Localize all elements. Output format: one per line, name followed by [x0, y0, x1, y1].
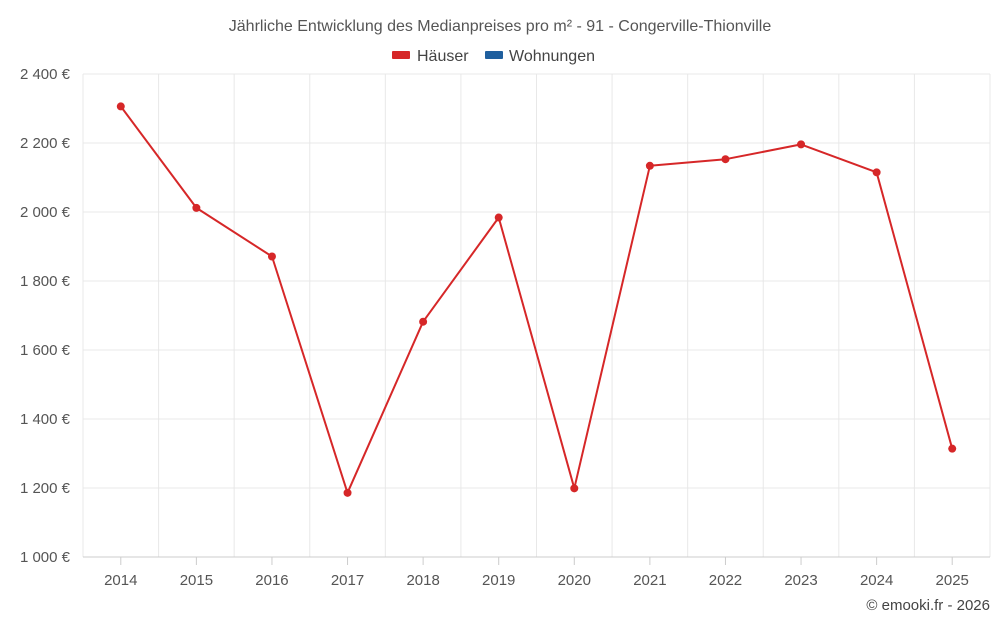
data-point-2021[interactable]: [645, 161, 654, 170]
data-point-2015[interactable]: [192, 203, 201, 212]
x-tick-label: 2015: [180, 572, 213, 589]
y-tick-label: 1 200 €: [20, 480, 71, 497]
y-tick-label: 1 600 €: [20, 342, 71, 359]
x-tick-label: 2025: [936, 572, 969, 589]
y-tick-label: 2 200 €: [20, 135, 71, 152]
data-point-2020[interactable]: [570, 484, 579, 493]
x-tick-label: 2016: [255, 572, 288, 589]
x-tick-label: 2017: [331, 572, 364, 589]
x-tick-label: 2014: [104, 572, 137, 589]
y-tick-label: 1 000 €: [20, 549, 71, 566]
series-line-houses: [119, 105, 954, 494]
data-point-2016[interactable]: [267, 252, 276, 261]
x-tick-label: 2022: [709, 572, 742, 589]
x-tick-label: 2024: [860, 572, 893, 589]
x-tick-label: 2021: [633, 572, 666, 589]
y-axis-ticks: 1 000 € 1 200 € 1 400 € 1 600 € 1 800 € 2 000…: [20, 66, 71, 566]
credit-text: © emooki.fr - 2026: [866, 597, 990, 614]
x-gridlines: [82, 74, 991, 557]
x-tick-label: 2023: [784, 572, 817, 589]
data-point-2024[interactable]: [872, 168, 881, 177]
data-point-2018[interactable]: [419, 317, 428, 326]
series-houses: [116, 102, 957, 497]
x-tick-label: 2019: [482, 572, 515, 589]
y-tick-label: 2 000 €: [20, 204, 71, 221]
y-tick-label: 1 800 €: [20, 273, 71, 290]
data-point-2019[interactable]: [494, 213, 503, 222]
data-point-2025[interactable]: [948, 444, 957, 453]
y-tick-label: 1 400 €: [20, 411, 71, 428]
legend: Häuser Wohnungen: [392, 48, 595, 65]
y-tick-label: 2 400 €: [20, 66, 71, 83]
legend-swatch-houses[interactable]: [392, 51, 410, 59]
data-point-2023[interactable]: [797, 140, 806, 149]
data-point-2022[interactable]: [721, 155, 730, 164]
x-tick-label: 2020: [558, 572, 591, 589]
legend-label-apartments[interactable]: Wohnungen: [509, 48, 595, 65]
x-axis-ticks: 2014 2015 2016 2017 2018 2019 2020 2021 2022 2023…: [104, 557, 969, 589]
chart-title: Jährliche Entwicklung des Medianpreises …: [229, 18, 772, 35]
data-point-2017[interactable]: [343, 488, 352, 497]
data-point-2014[interactable]: [116, 102, 125, 111]
legend-label-houses[interactable]: Häuser: [417, 48, 469, 65]
x-tick-label: 2018: [406, 572, 439, 589]
legend-swatch-apartments[interactable]: [485, 51, 503, 59]
